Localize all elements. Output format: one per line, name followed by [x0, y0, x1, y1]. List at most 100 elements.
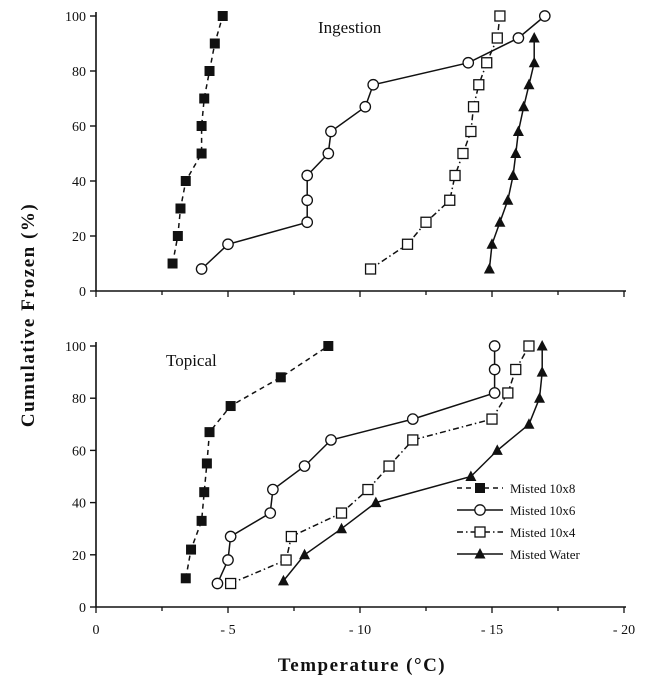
top-point-misted-water: [512, 125, 524, 136]
bottom-point-misted-10x6: [406, 413, 419, 425]
top-point-misted-10x6: [301, 194, 314, 207]
bottom-point-misted-10x8: [180, 573, 191, 584]
bottom-line-misted-10x6: [216, 346, 496, 584]
top-series-misted-10x8: [167, 11, 228, 269]
top-point-misted-10x8: [172, 231, 183, 241]
legend-label-misted-10x6: Misted 10x6: [510, 503, 576, 518]
topical-panel: Topical 0 20 40 60 80 100 0 - 5 - 10 - 15 - 20: [65, 340, 635, 638]
legend-marker-misted-10x8: [475, 483, 485, 493]
top-point-misted-water: [510, 147, 522, 158]
top-point-misted-10x6: [301, 216, 314, 229]
top-series-misted-10x4: [364, 10, 506, 275]
legend-label-misted-10x8: Misted 10x8: [510, 481, 575, 496]
bottom-point-misted-10x6: [264, 507, 277, 519]
top-point-misted-10x6: [222, 238, 234, 251]
bottom-line-misted-10x4: [230, 345, 530, 585]
top-point-misted-10x6: [538, 10, 551, 22]
top-point-misted-water: [502, 194, 514, 205]
bottom-series-misted-water: [277, 340, 548, 586]
legend-label-misted-water: Misted Water: [510, 547, 581, 562]
bottom-point-misted-10x4: [407, 434, 419, 446]
bottom-point-misted-water: [523, 418, 535, 429]
legend: Misted 10x8 Misted 10x6 Misted 10x4 Misted …: [457, 481, 581, 562]
bottom-point-misted-10x8: [196, 515, 207, 526]
bottom-point-misted-10x8: [201, 458, 212, 469]
top-point-misted-10x4: [457, 147, 469, 160]
x-tick-label: 0: [93, 623, 100, 638]
top-point-misted-10x4: [481, 57, 493, 69]
bottom-point-misted-10x8: [186, 544, 197, 555]
bottom-point-misted-10x4: [502, 387, 514, 399]
top-series-misted-water: [483, 32, 540, 274]
bottom-point-misted-water: [277, 574, 289, 586]
top-point-misted-10x4: [467, 101, 480, 113]
bottom-point-misted-10x8: [275, 372, 286, 383]
bottom-y-tick-label: 0: [79, 601, 86, 616]
top-point-misted-10x6: [367, 78, 380, 91]
top-line-misted-10x8: [171, 15, 224, 264]
top-point-misted-10x6: [512, 32, 525, 44]
top-point-misted-10x4: [491, 32, 503, 44]
top-point-misted-10x6: [325, 125, 337, 138]
bottom-line-misted-water: [282, 346, 543, 582]
x-tick-label: - 20: [613, 623, 635, 638]
top-y-tick-label: 40: [72, 175, 86, 190]
top-point-misted-10x4: [473, 79, 485, 91]
bottom-point-misted-10x8: [225, 401, 236, 412]
bottom-point-misted-10x4: [224, 577, 237, 590]
top-point-misted-10x8: [196, 121, 207, 131]
bottom-point-misted-10x8: [199, 487, 210, 498]
top-point-misted-10x6: [359, 100, 372, 113]
y-axis-title: Cumulative Frozen (%): [18, 203, 39, 427]
bottom-point-misted-water: [536, 340, 548, 351]
bottom-point-misted-10x4: [280, 554, 292, 566]
top-point-misted-10x4: [465, 125, 477, 138]
legend-label-misted-10x4: Misted 10x4: [510, 525, 576, 540]
bottom-point-misted-10x4: [362, 483, 374, 496]
top-point-misted-10x6: [322, 147, 335, 160]
x-axis-title: Temperature (°C): [278, 655, 446, 676]
top-point-misted-10x8: [196, 148, 207, 159]
bottom-point-misted-water: [465, 470, 477, 481]
bottom-point-misted-10x6: [298, 460, 311, 472]
bottom-series-misted-10x4: [224, 340, 535, 590]
bottom-point-misted-10x4: [510, 363, 522, 376]
bottom-point-misted-10x6: [211, 577, 224, 590]
legend-item-misted-water: Misted Water: [457, 547, 581, 562]
top-point-misted-water: [528, 56, 540, 68]
x-tick-label: - 10: [349, 623, 371, 638]
top-point-misted-10x6: [462, 56, 475, 69]
bottom-point-misted-water: [370, 496, 382, 508]
bottom-series-misted-10x6: [211, 340, 501, 590]
top-point-misted-water: [518, 100, 530, 112]
top-point-misted-water: [483, 263, 495, 274]
bottom-point-misted-10x4: [523, 340, 535, 352]
bottom-series-misted-10x8: [180, 341, 334, 584]
bottom-point-misted-water: [491, 444, 503, 455]
ingestion-panel: Ingestion 0 20 40 60 80 100: [65, 10, 626, 300]
legend-marker-misted-10x6: [474, 504, 486, 516]
bottom-point-misted-10x8: [323, 341, 334, 351]
bottom-point-misted-10x6: [224, 530, 237, 543]
bottom-point-misted-10x6: [488, 340, 501, 352]
bottom-y-tick-label: 80: [72, 392, 86, 407]
legend-marker-misted-10x4: [474, 526, 486, 538]
top-line-misted-10x6: [201, 15, 546, 270]
bottom-y-tick-label: 60: [72, 444, 86, 459]
bottom-point-misted-10x4: [486, 413, 498, 425]
top-point-misted-10x8: [199, 93, 210, 104]
legend-item-misted-10x8: Misted 10x8: [457, 481, 575, 496]
top-point-misted-10x8: [175, 203, 186, 214]
top-series-misted-10x6: [195, 10, 551, 275]
top-y-tick-label: 100: [65, 10, 86, 25]
bottom-y-tick-label: 20: [72, 549, 86, 564]
legend-item-misted-10x4: Misted 10x4: [457, 525, 576, 540]
bottom-point-misted-10x4: [335, 507, 348, 519]
top-point-misted-10x4: [401, 238, 414, 250]
top-point-misted-10x4: [364, 263, 377, 275]
bottom-point-misted-water: [536, 366, 548, 377]
top-point-misted-10x8: [217, 11, 228, 21]
bottom-point-misted-10x6: [222, 554, 234, 566]
bottom-point-misted-10x8: [204, 427, 215, 438]
